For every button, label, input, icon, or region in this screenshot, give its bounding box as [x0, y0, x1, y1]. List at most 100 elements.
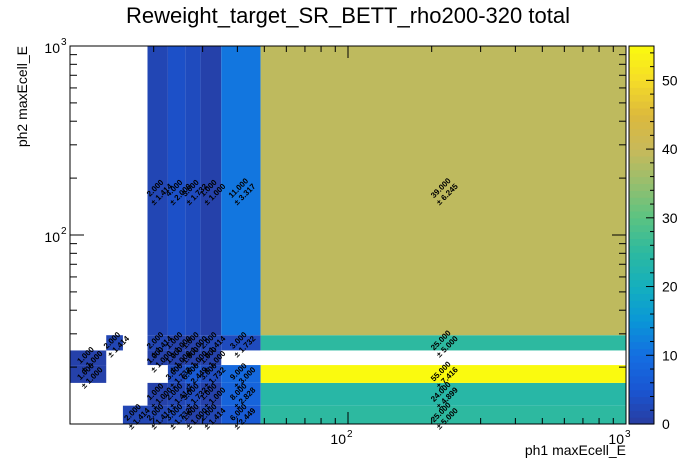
heatmap-cell	[185, 382, 201, 406]
colorbar-tick-label: 0	[662, 416, 670, 432]
colorbar-swatch	[629, 46, 654, 54]
colorbar: 0 10 20 30 40 50	[628, 45, 678, 432]
heatmap-cell	[200, 46, 222, 336]
colorbar-swatch	[629, 245, 654, 253]
colorbar-swatch	[629, 279, 654, 288]
y-tick-label: 10	[44, 229, 60, 245]
y-tick-exponent: 3	[61, 37, 67, 48]
heatmap-cell	[185, 335, 201, 351]
colorbar-swatch	[629, 320, 654, 329]
colorbar-swatch	[629, 389, 654, 398]
colorbar-swatch	[629, 217, 654, 226]
heatmap-cell	[185, 365, 201, 383]
axes-layer: 10 2 10 310 210 3	[44, 37, 631, 447]
heatmap-cell	[147, 335, 168, 351]
heatmap-cell	[147, 382, 168, 406]
colorbar-swatch	[629, 162, 654, 171]
colorbar-swatch	[629, 197, 654, 205]
colorbar-swatch	[629, 190, 654, 198]
colorbar-swatch	[629, 362, 654, 370]
colorbar-swatch	[629, 210, 654, 219]
colorbar-tick-label: 40	[662, 141, 678, 157]
colorbar-swatch	[629, 334, 654, 343]
colorbar-swatch	[629, 155, 654, 164]
heatmap-cell	[167, 365, 186, 383]
colorbar-swatch	[629, 286, 654, 295]
colorbar-swatch	[629, 396, 654, 404]
colorbar-swatch	[629, 307, 654, 315]
colorbar-swatch	[629, 66, 654, 75]
colorbar-swatch	[629, 59, 654, 68]
heatmap-cell	[260, 382, 626, 406]
colorbar-swatch	[629, 114, 654, 123]
x-tick-exponent: 2	[347, 429, 353, 440]
y-axis-label: ph2 maxEcell_E	[14, 46, 30, 147]
cells-layer	[70, 46, 626, 424]
heatmap-cell	[221, 46, 261, 336]
x-axis-label: ph1 maxEcell_E	[525, 442, 626, 458]
colorbar-swatch	[629, 272, 654, 281]
colorbar-swatch	[629, 80, 654, 88]
colorbar-swatch	[629, 169, 654, 178]
colorbar-swatch	[629, 73, 654, 81]
heatmap-cell	[200, 335, 222, 351]
heatmap-cell	[185, 46, 201, 336]
heatmap-cell	[185, 405, 201, 424]
colorbar-swatch	[629, 417, 654, 425]
colorbar-swatch	[629, 314, 654, 322]
heatmap-cell	[200, 382, 222, 406]
colorbar-swatch	[629, 52, 654, 61]
heatmap-cell	[221, 335, 261, 351]
heatmap-cell	[70, 365, 107, 383]
heatmap-cell	[200, 365, 222, 383]
heatmap-cell	[147, 405, 168, 424]
colorbar-swatch	[629, 375, 654, 384]
heatmap-cell	[167, 335, 186, 351]
colorbar-swatch	[629, 300, 654, 308]
colorbar-swatch	[629, 327, 654, 336]
colorbar-swatch	[629, 121, 654, 130]
colorbar-swatch	[629, 265, 654, 274]
heatmap-cell	[167, 405, 186, 424]
colorbar-swatch	[629, 382, 654, 391]
heatmap-cell	[221, 405, 261, 424]
colorbar-swatch	[629, 176, 654, 185]
colorbar-swatch	[629, 204, 654, 212]
colorbar-swatch	[629, 252, 654, 260]
y-tick-label: 10	[44, 40, 60, 56]
heatmap-cell	[200, 350, 222, 366]
colorbar-frame	[628, 45, 655, 425]
heatmap-cell	[185, 350, 201, 366]
x-tick-label: 10	[608, 431, 624, 447]
colorbar-swatch	[629, 142, 654, 150]
colorbar-swatch	[629, 107, 654, 116]
heatmap-cell	[260, 46, 626, 336]
colorbar-tick-label: 30	[662, 210, 678, 226]
heatmap-cell	[260, 365, 626, 383]
colorbar-swatch	[629, 403, 654, 411]
colorbar-tick-label: 10	[662, 347, 678, 363]
heatmap-cell	[221, 365, 261, 383]
colorbar-swatch	[629, 128, 654, 136]
x-tick-exponent: 3	[625, 429, 631, 440]
x-tick-label: 10	[330, 431, 346, 447]
heatmap-cell	[221, 382, 261, 406]
colorbar-swatch	[629, 87, 654, 95]
colorbar-swatch	[629, 183, 654, 191]
colorbar-swatch	[629, 259, 654, 267]
colorbar-swatch	[629, 94, 654, 102]
colorbar-swatch	[629, 355, 654, 363]
heatmap-cell	[260, 405, 626, 424]
heatmap-cell	[167, 382, 186, 406]
heatmap-cell	[122, 405, 148, 424]
colorbar-swatch	[629, 149, 654, 157]
colorbar-swatch	[629, 224, 654, 233]
y-tick-exponent: 2	[61, 226, 67, 237]
colorbar-swatch	[629, 369, 654, 377]
colorbar-swatch	[629, 341, 654, 349]
colorbar-swatch	[629, 348, 654, 356]
colorbar-swatch	[629, 135, 654, 143]
chart-title: Reweight_target_SR_BETT_rho200-320 total	[126, 3, 570, 28]
heatmap-cell	[106, 335, 123, 351]
